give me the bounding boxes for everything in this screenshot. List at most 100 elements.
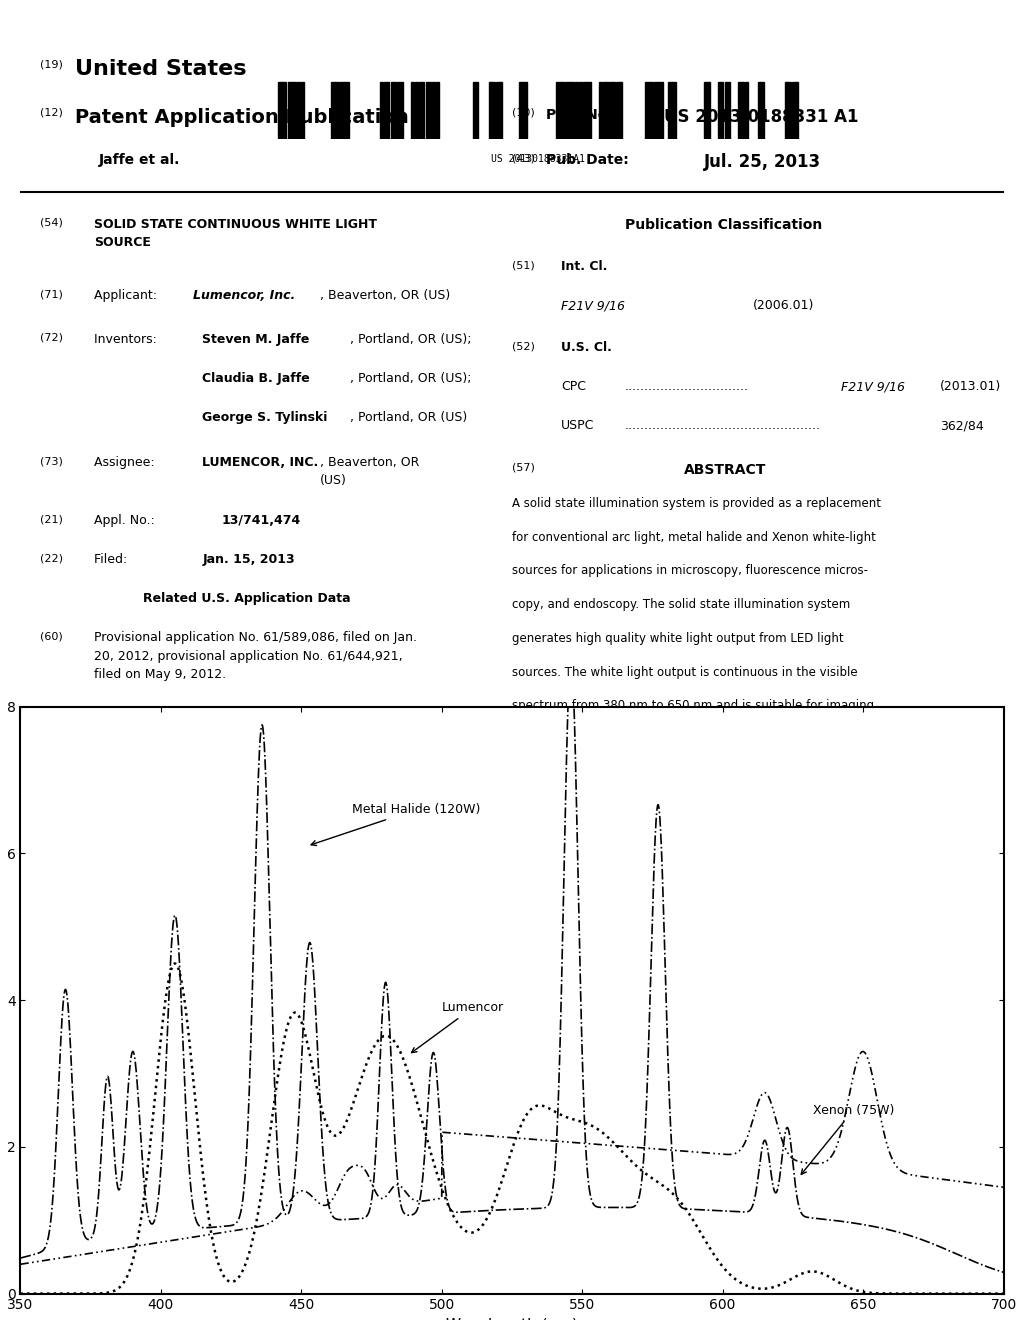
- Text: United States: United States: [75, 59, 246, 79]
- Bar: [380, 82, 383, 139]
- Bar: [583, 82, 591, 139]
- Text: US 20130188331A1: US 20130188331A1: [490, 154, 585, 165]
- Bar: [785, 82, 792, 139]
- Text: spectrum from 380 nm to 650 nm and is suitable for imaging: spectrum from 380 nm to 650 nm and is su…: [512, 700, 874, 713]
- Text: Publication Classification: Publication Classification: [625, 218, 822, 232]
- Bar: [556, 82, 564, 139]
- Text: F21V 9/16: F21V 9/16: [842, 380, 905, 393]
- Bar: [645, 82, 653, 139]
- Y-axis label: Spectral Power (mW/nm): Spectral Power (mW/nm): [0, 913, 1, 1086]
- Text: Assignee:: Assignee:: [94, 455, 159, 469]
- Text: , Beaverton, OR (US): , Beaverton, OR (US): [321, 289, 451, 302]
- Bar: [725, 82, 730, 139]
- Text: Lumencor, Inc.: Lumencor, Inc.: [193, 289, 295, 302]
- Text: (21): (21): [40, 515, 63, 524]
- Text: (43): (43): [512, 153, 535, 164]
- Text: , Portland, OR (US): , Portland, OR (US): [350, 411, 467, 424]
- Text: .................................................: ........................................…: [625, 418, 821, 432]
- Text: F21V 9/16: F21V 9/16: [561, 300, 625, 312]
- Bar: [297, 82, 300, 139]
- Text: ...............................: ...............................: [625, 380, 749, 393]
- Text: (57): (57): [512, 462, 535, 473]
- Text: Related U.S. Application Data: Related U.S. Application Data: [143, 593, 351, 606]
- Text: USPC: USPC: [561, 418, 595, 432]
- Text: Inventors:: Inventors:: [94, 333, 161, 346]
- Bar: [288, 82, 296, 139]
- Text: (2006.01): (2006.01): [753, 300, 814, 312]
- Text: In embodiments, an LED light pipe engine is used to generate: In embodiments, an LED light pipe engine…: [512, 767, 880, 780]
- Bar: [599, 82, 602, 139]
- Text: , Beaverton, OR
(US): , Beaverton, OR (US): [321, 455, 420, 487]
- Text: (73): (73): [40, 455, 63, 466]
- Text: (19): (19): [40, 59, 63, 69]
- Bar: [654, 82, 663, 139]
- Bar: [390, 82, 396, 139]
- Text: Steven M. Jaffe: Steven M. Jaffe: [203, 333, 309, 346]
- Bar: [579, 82, 582, 139]
- Bar: [473, 82, 478, 139]
- Text: 362/84: 362/84: [940, 418, 983, 432]
- Bar: [411, 82, 414, 139]
- Text: all the most common fluorophores and fluorescent proteins.: all the most common fluorophores and flu…: [512, 733, 867, 746]
- Text: Pub. No.:: Pub. No.:: [547, 108, 618, 121]
- Bar: [340, 82, 349, 139]
- Text: ABSTRACT: ABSTRACT: [684, 462, 766, 477]
- Text: Jul. 25, 2013: Jul. 25, 2013: [703, 153, 821, 172]
- Text: (71): (71): [40, 289, 63, 300]
- Bar: [574, 82, 578, 139]
- Bar: [793, 82, 798, 139]
- Bar: [705, 82, 710, 139]
- Text: (72): (72): [40, 333, 63, 343]
- X-axis label: Wavelength (nm): Wavelength (nm): [446, 1317, 578, 1320]
- Text: Metal Halide (120W): Metal Halide (120W): [311, 803, 480, 846]
- Bar: [616, 82, 623, 139]
- Text: Jaffe et al.: Jaffe et al.: [99, 153, 180, 168]
- Bar: [426, 82, 431, 139]
- Text: generates high quality white light output from LED light: generates high quality white light outpu…: [512, 632, 844, 644]
- Bar: [415, 82, 418, 139]
- Text: , Portland, OR (US);: , Portland, OR (US);: [350, 333, 471, 346]
- Text: A solid state illumination system is provided as a replacement: A solid state illumination system is pro…: [512, 496, 881, 510]
- Text: (60): (60): [40, 631, 62, 642]
- Bar: [603, 82, 608, 139]
- Bar: [565, 82, 573, 139]
- Bar: [432, 82, 435, 139]
- Text: U.S. Cl.: U.S. Cl.: [561, 341, 612, 354]
- Text: Filed:: Filed:: [94, 553, 143, 566]
- Text: US 2013/0188331 A1: US 2013/0188331 A1: [665, 108, 859, 125]
- Bar: [278, 82, 287, 139]
- Text: Int. Cl.: Int. Cl.: [561, 260, 607, 273]
- Text: 13/741,474: 13/741,474: [222, 515, 301, 528]
- Text: LUMENCOR, INC.: LUMENCOR, INC.: [203, 455, 318, 469]
- Text: George S. Tylinski: George S. Tylinski: [203, 411, 328, 424]
- Text: (10): (10): [512, 108, 535, 117]
- Bar: [759, 82, 764, 139]
- Bar: [718, 82, 724, 139]
- Text: sources. The white light output is continuous in the visible: sources. The white light output is conti…: [512, 665, 858, 678]
- Text: for conventional arc light, metal halide and Xenon white-light: for conventional arc light, metal halide…: [512, 531, 876, 544]
- Text: (2013.01): (2013.01): [940, 380, 1000, 393]
- Text: Provisional application No. 61/589,086, filed on Jan.
20, 2012, provisional appl: Provisional application No. 61/589,086, …: [94, 631, 417, 681]
- Bar: [738, 82, 743, 139]
- Bar: [397, 82, 403, 139]
- Text: (22): (22): [40, 553, 63, 564]
- Bar: [668, 82, 676, 139]
- Text: (52): (52): [512, 341, 535, 351]
- Text: Claudia B. Jaffe: Claudia B. Jaffe: [203, 372, 310, 384]
- Bar: [419, 82, 424, 139]
- Text: Xenon (75W): Xenon (75W): [801, 1104, 894, 1175]
- Text: copy, and endoscopy. The solid state illumination system: copy, and endoscopy. The solid state ill…: [512, 598, 850, 611]
- Text: Appl. No.:: Appl. No.:: [94, 515, 163, 528]
- Bar: [384, 82, 389, 139]
- Bar: [489, 82, 495, 139]
- Text: Pub. Date:: Pub. Date:: [547, 153, 629, 168]
- Text: Patent Application Publication: Patent Application Publication: [75, 108, 409, 127]
- Bar: [744, 82, 748, 139]
- Text: (54): (54): [40, 218, 63, 228]
- Text: Applicant:: Applicant:: [94, 289, 165, 302]
- Bar: [436, 82, 439, 139]
- Text: Jan. 15, 2013: Jan. 15, 2013: [203, 553, 295, 566]
- Text: a portion of the spectral content of the white light output.: a portion of the spectral content of the…: [512, 800, 855, 813]
- Text: (51): (51): [512, 260, 535, 271]
- Bar: [496, 82, 502, 139]
